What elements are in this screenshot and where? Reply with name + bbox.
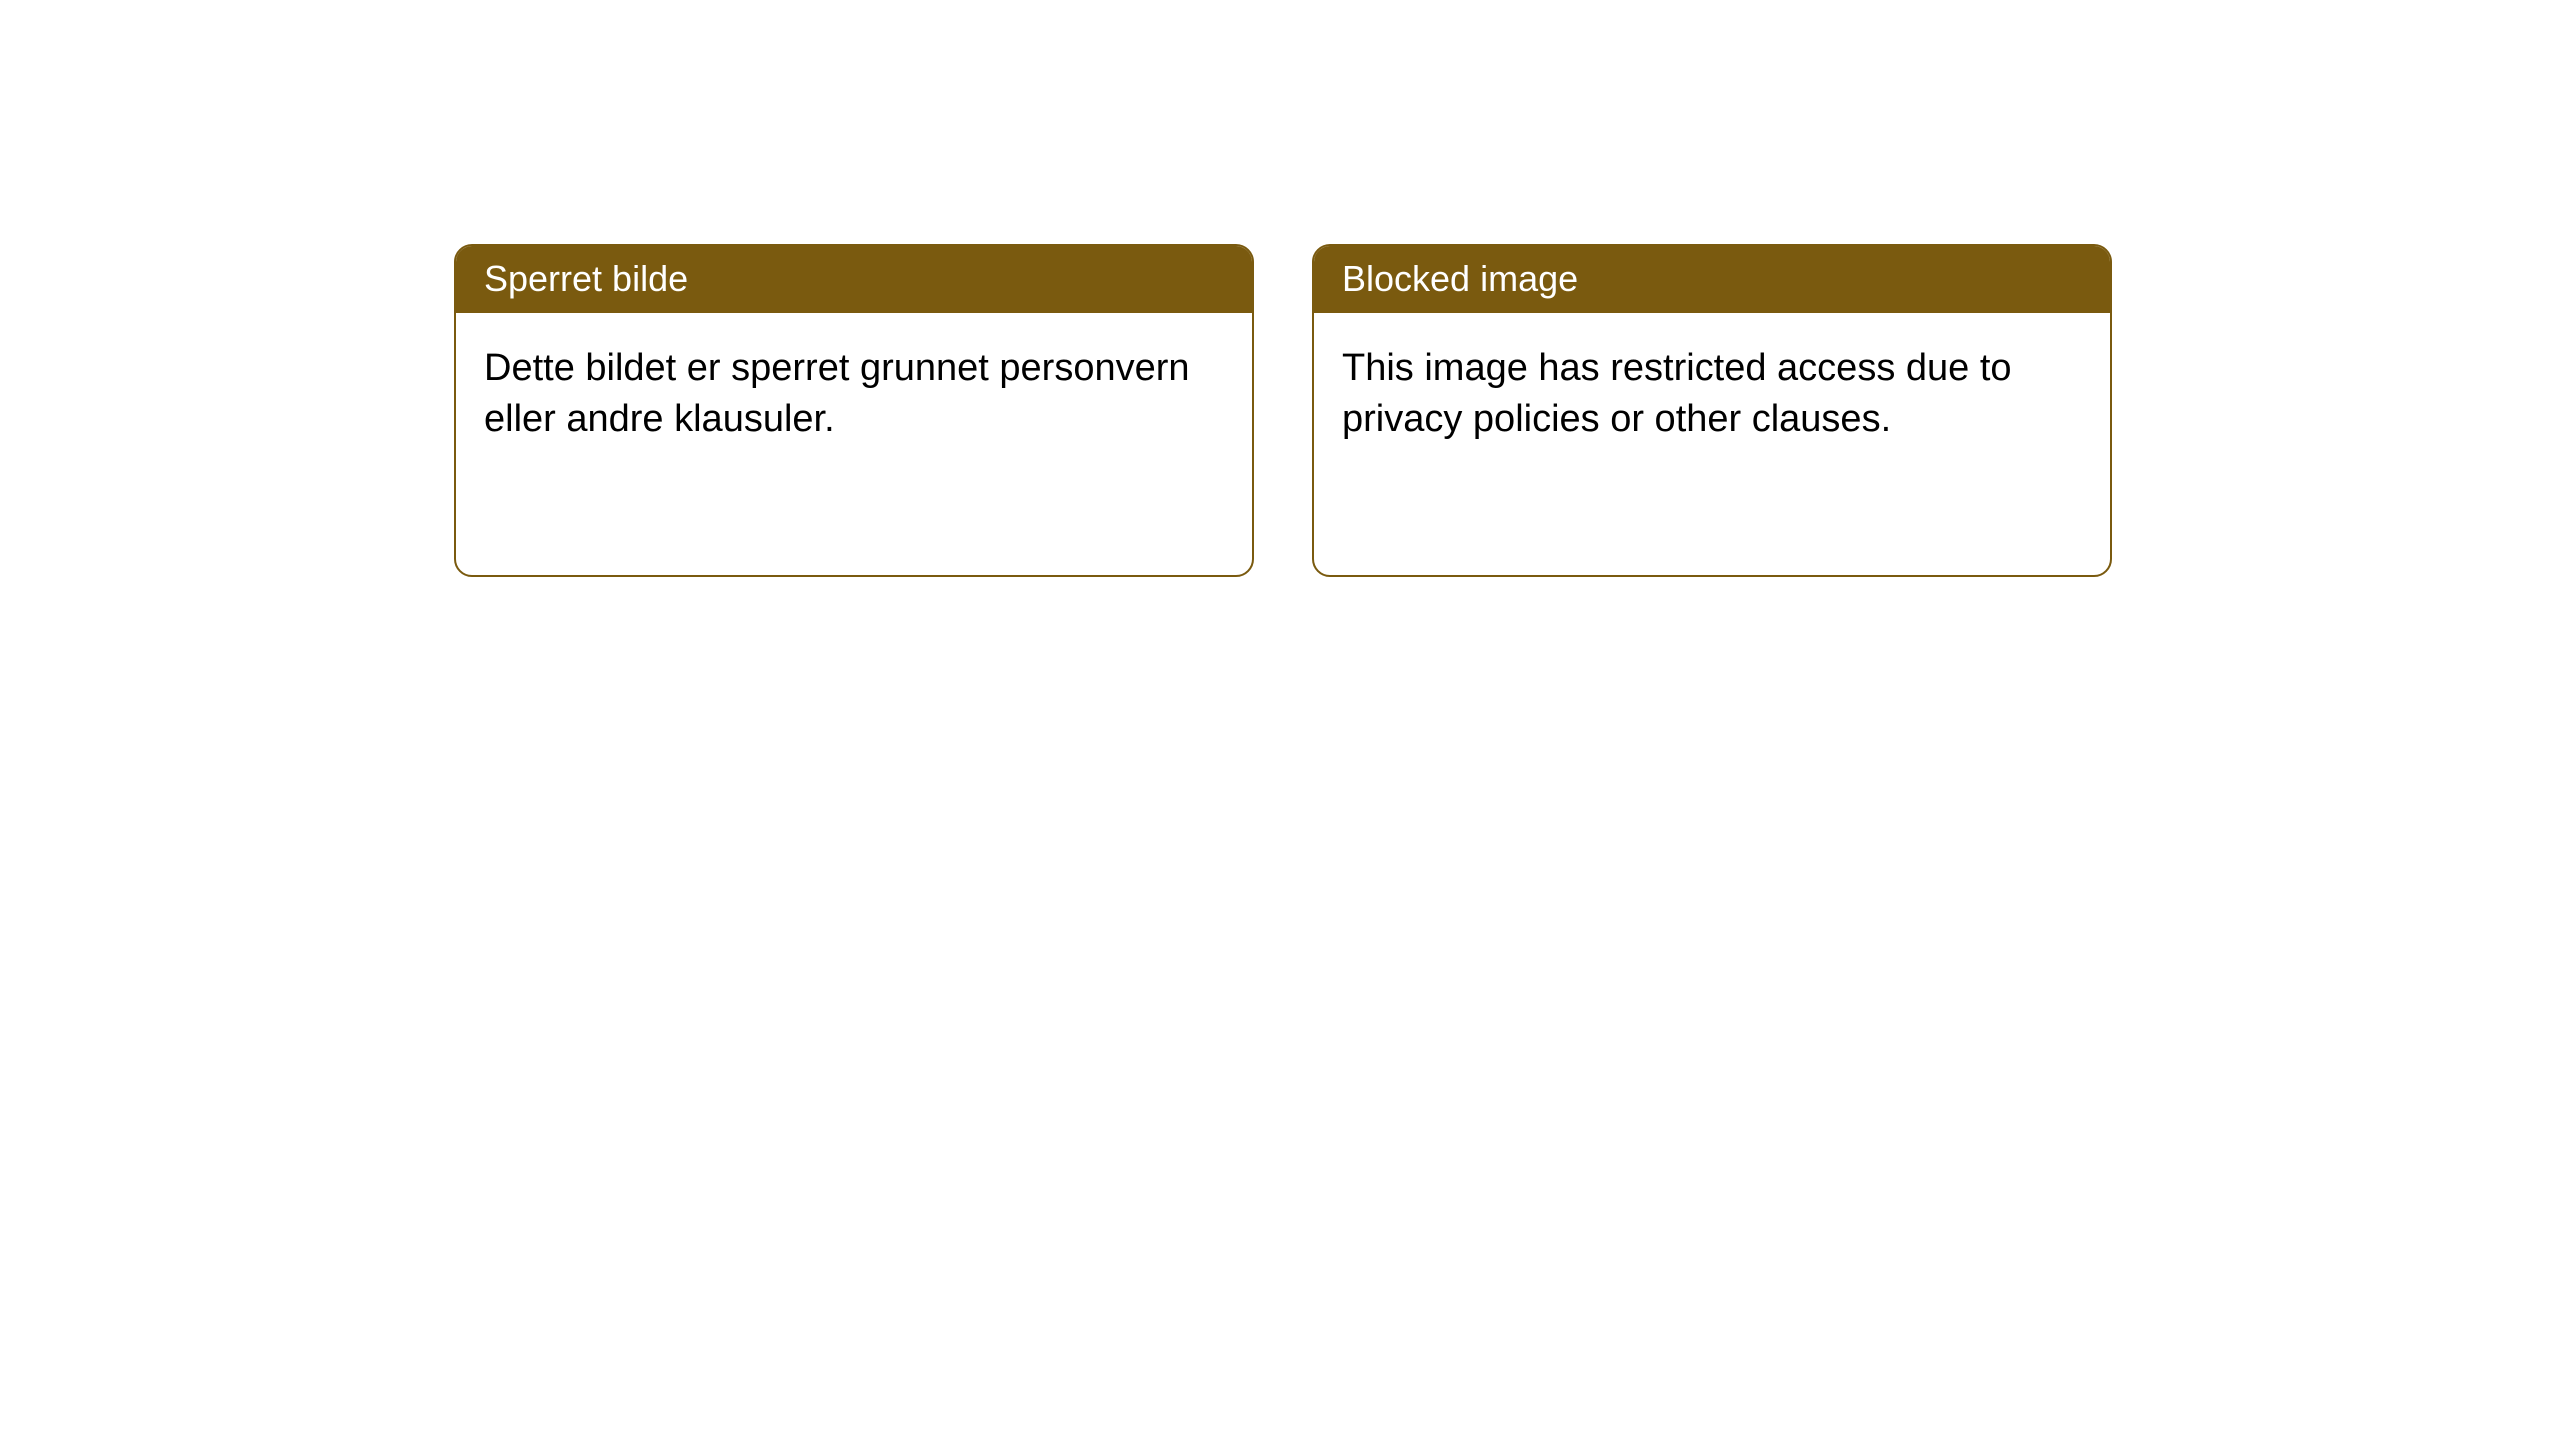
notice-card-norwegian: Sperret bilde Dette bildet er sperret gr…	[454, 244, 1254, 577]
notice-card-body: This image has restricted access due to …	[1314, 313, 2110, 475]
notice-card-english: Blocked image This image has restricted …	[1312, 244, 2112, 577]
notice-cards-container: Sperret bilde Dette bildet er sperret gr…	[454, 244, 2112, 577]
notice-card-title: Sperret bilde	[456, 246, 1252, 313]
notice-card-title: Blocked image	[1314, 246, 2110, 313]
notice-card-body: Dette bildet er sperret grunnet personve…	[456, 313, 1252, 475]
